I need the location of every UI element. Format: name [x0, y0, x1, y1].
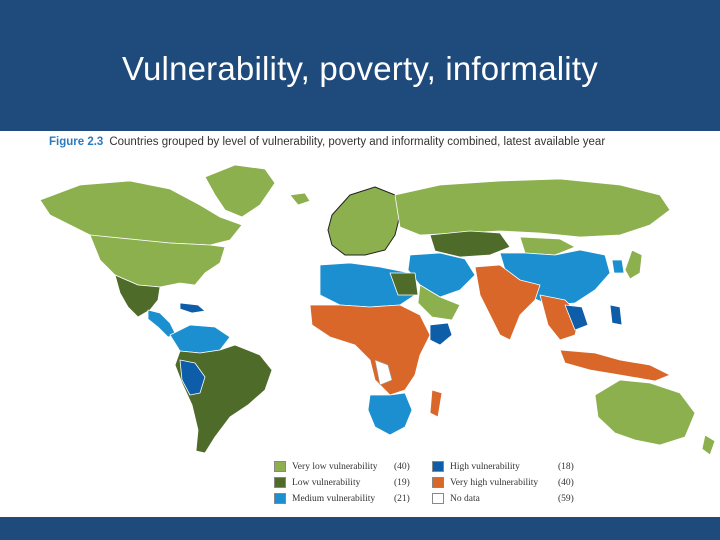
world-map [39, 164, 716, 455]
legend-swatch [274, 493, 286, 504]
region-mongolia [519, 236, 576, 256]
region-horn-africa [429, 322, 453, 346]
slide-title: Vulnerability, poverty, informality [122, 50, 598, 87]
legend-swatch [274, 477, 286, 488]
legend-swatch [274, 461, 286, 472]
region-greenland [204, 164, 276, 218]
region-southern-africa [367, 392, 413, 436]
legend-swatch [432, 493, 444, 504]
legend-label: No data [450, 494, 480, 504]
region-mexico [114, 274, 161, 318]
region-indochina [564, 304, 589, 331]
legend-count: (40) [394, 462, 410, 472]
region-northeast-africa [389, 272, 419, 296]
legend-swatch [432, 477, 444, 488]
region-south-asia [474, 264, 541, 341]
legend-count: (40) [558, 478, 574, 488]
region-sub-saharan-africa [309, 304, 431, 396]
legend-swatch [432, 461, 444, 472]
legend-label: Low vulnerability [292, 478, 361, 488]
legend-count: (19) [394, 478, 410, 488]
legend-label: Very low vulnerability [292, 462, 378, 472]
region-south-america [174, 344, 273, 454]
region-europe [327, 186, 401, 256]
region-central-america [147, 309, 177, 338]
region-caribbean [179, 302, 206, 314]
legend-count: (59) [558, 494, 574, 504]
region-north-south-america [169, 324, 231, 354]
figure-caption: Figure 2.3 Countries grouped by level of … [49, 136, 605, 148]
slide-header: Vulnerability, poverty, informality [0, 0, 720, 131]
region-canada [39, 180, 243, 246]
region-australia [594, 379, 696, 446]
region-andes [179, 359, 206, 396]
region-arabia [417, 284, 461, 321]
region-japan [624, 249, 643, 280]
legend-label: Very high vulnerability [450, 478, 539, 488]
region-new-zealand [701, 434, 716, 455]
legend-count: (18) [558, 462, 574, 472]
figure-number: Figure 2.3 [49, 136, 104, 148]
legend-count: (21) [394, 494, 410, 504]
region-central-asia [429, 230, 511, 258]
figure-caption-text: Countries grouped by level of vulnerabil… [109, 136, 606, 148]
map-legend: Very low vulnerability (40) Low vulnerab… [274, 460, 594, 510]
region-madagascar [429, 389, 443, 418]
region-indonesia [559, 349, 671, 382]
region-iceland [289, 192, 311, 206]
legend-label: High vulnerability [450, 462, 520, 472]
region-russia [394, 178, 671, 238]
region-korea [611, 259, 625, 274]
slide-footer [0, 517, 720, 540]
legend-label: Medium vulnerability [292, 494, 376, 504]
region-philippines [609, 304, 623, 326]
region-no-data [374, 359, 393, 386]
region-middle-east [407, 252, 476, 298]
